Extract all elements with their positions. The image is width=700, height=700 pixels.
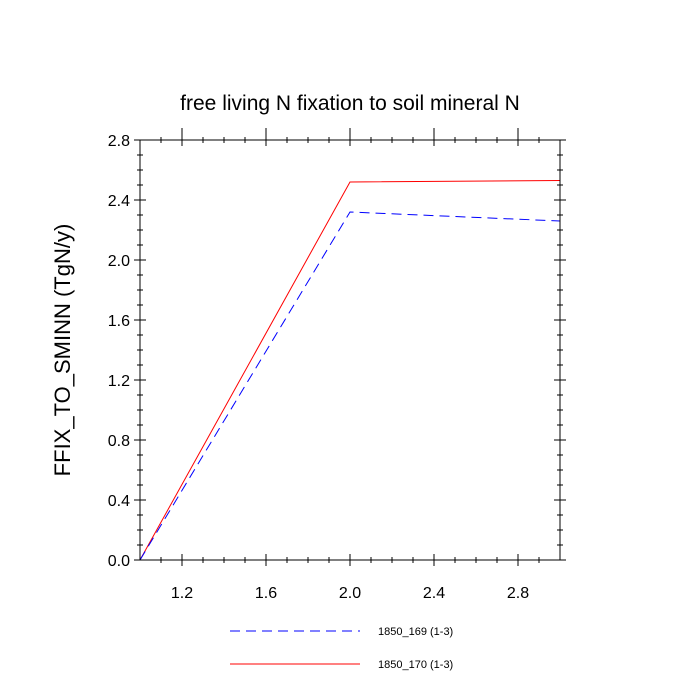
chart-title: free living N fixation to soil mineral N [180,92,520,115]
series-layer [139,180,561,561]
y-tick-label: 0.8 [108,433,130,450]
y-axis-label: FFIX_TO_SMINN (TgN/y) [50,224,75,477]
y-tick-label: 1.6 [108,313,130,330]
y-tick-label: 2.0 [108,253,130,270]
legend: 1850_169 (1-3) 1850_170 (1-3) [230,626,453,671]
y-tick-label: 2.4 [108,193,130,210]
x-tick-label: 1.2 [171,585,193,602]
legend-label: 1850_170 (1-3) [378,659,453,671]
y-tick-label: 0.4 [108,493,130,510]
series-line-1850-170-1-3- [139,180,561,561]
x-tick-label: 1.6 [255,585,277,602]
y-tick-label: 1.2 [108,373,130,390]
x-tick-label: 2.4 [423,585,445,602]
x-tick-label: 2.0 [339,585,361,602]
y-tick-label: 2.8 [108,133,130,150]
series-line-1850-169-1-3- [139,211,561,561]
legend-label: 1850_169 (1-3) [378,626,453,638]
plot-frame [139,139,561,561]
x-tick-label: 2.8 [507,585,529,602]
y-tick-label: 0.0 [108,553,130,570]
